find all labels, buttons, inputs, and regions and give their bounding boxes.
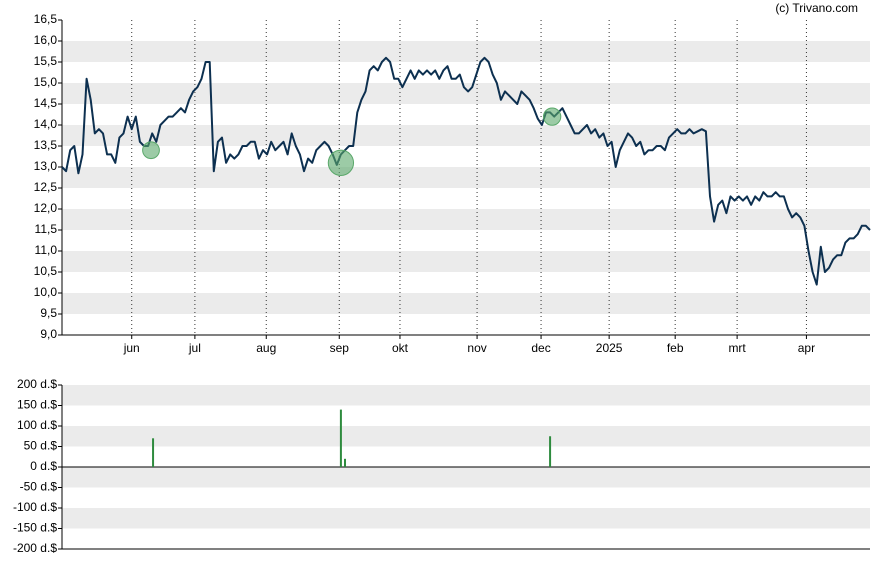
grid-band (62, 251, 870, 272)
y-tick-label: -150 d.$ (13, 521, 57, 535)
y-tick-label: 13,5 (34, 138, 58, 152)
trade-marker (327, 149, 355, 176)
y-tick-label: 150 d.$ (17, 398, 57, 412)
y-tick-label: -100 d.$ (13, 500, 57, 514)
bar (344, 458, 347, 467)
y-tick-label: 13,0 (34, 159, 58, 173)
y-tick-label: 9,5 (40, 306, 57, 320)
source: (c) Trivano.com (775, 1, 858, 15)
grid-band (62, 385, 870, 406)
grid-band (62, 83, 870, 104)
grid-band (62, 209, 870, 230)
y-tick-label: 10,5 (34, 264, 58, 278)
x-tick-label: aug (256, 341, 276, 355)
y-tick-label: 100 d.$ (17, 418, 57, 432)
x-tick-label: mrt (728, 341, 746, 355)
y-tick-label: 16,0 (34, 33, 58, 47)
y-tick-label: 50 d.$ (24, 439, 58, 453)
y-tick-label: 15,0 (34, 75, 58, 89)
trade-marker (542, 107, 562, 126)
price-line (61, 56, 871, 286)
bar (339, 409, 342, 467)
y-tick-label: 0 d.$ (30, 459, 57, 473)
x-tick-label: feb (667, 341, 684, 355)
y-tick-label: 14,0 (34, 117, 58, 131)
x-tick-label: okt (392, 341, 409, 355)
grid-band (62, 467, 870, 488)
x-tick-label: dec (531, 341, 550, 355)
y-tick-label: 14,5 (34, 96, 58, 110)
grid-band (62, 426, 870, 447)
grid-band (62, 125, 870, 146)
x-tick-label: 2025 (596, 341, 623, 355)
grid-band (62, 293, 870, 314)
y-tick-label: -50 d.$ (20, 480, 58, 494)
x-tick-label: nov (467, 341, 486, 355)
y-tick-label: 15,5 (34, 54, 58, 68)
y-tick-label: 9,0 (40, 327, 57, 341)
x-tick-label: jul (188, 341, 201, 355)
bar (152, 438, 155, 467)
y-tick-label: 12,0 (34, 201, 58, 215)
x-tick-label: apr (798, 341, 815, 355)
y-tick-label: 200 d.$ (17, 377, 57, 391)
y-tick-label: 10,0 (34, 285, 58, 299)
y-tick-label: 11,5 (35, 222, 58, 236)
y-tick-label: -200 d.$ (13, 541, 57, 555)
grid-band (62, 508, 870, 529)
x-tick-label: sep (330, 341, 350, 355)
y-tick-label: 12,5 (34, 180, 58, 194)
y-tick-label: 16,5 (34, 12, 58, 26)
grid-band (62, 41, 870, 62)
trade-marker (142, 141, 160, 160)
y-tick-label: 11,0 (35, 243, 58, 257)
x-tick-label: jun (123, 341, 140, 355)
grid-band (62, 167, 870, 188)
bar (549, 436, 552, 467)
